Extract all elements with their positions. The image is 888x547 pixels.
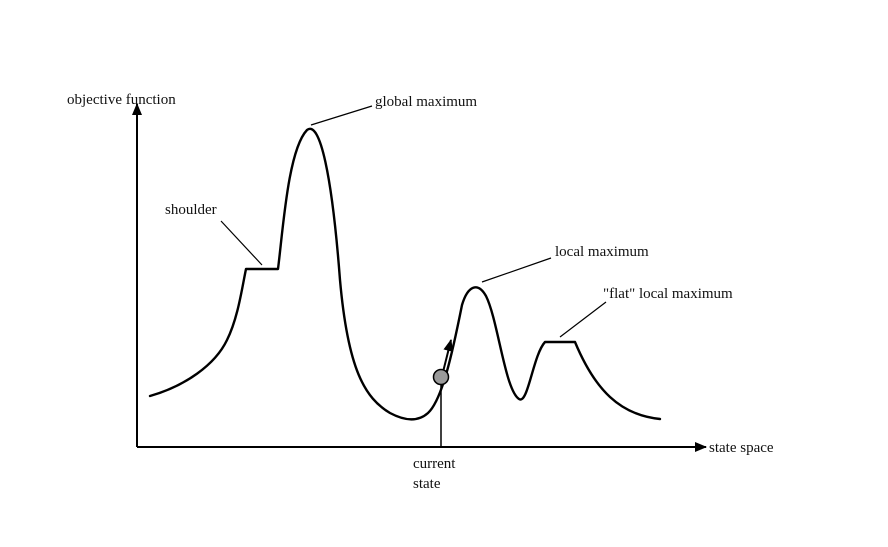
global-maximum-leader [310,105,373,126]
flat-local-maximum-label: "flat" local maximum [603,286,733,302]
local-maximum-leader [481,257,552,283]
shoulder-label: shoulder [165,202,217,218]
current-state-label-line2: state [413,476,441,492]
global-maximum-label: global maximum [375,94,477,110]
shoulder-leader [220,220,263,266]
local-maximum-label: local maximum [555,244,649,260]
current-state-label-line1: current [413,456,456,472]
y-axis-label: objective function [67,92,176,108]
x-axis-label: state space [709,440,774,456]
current-state-marker [432,368,450,386]
objective-curve [148,127,662,421]
flat-local-maximum-leader [559,301,607,338]
